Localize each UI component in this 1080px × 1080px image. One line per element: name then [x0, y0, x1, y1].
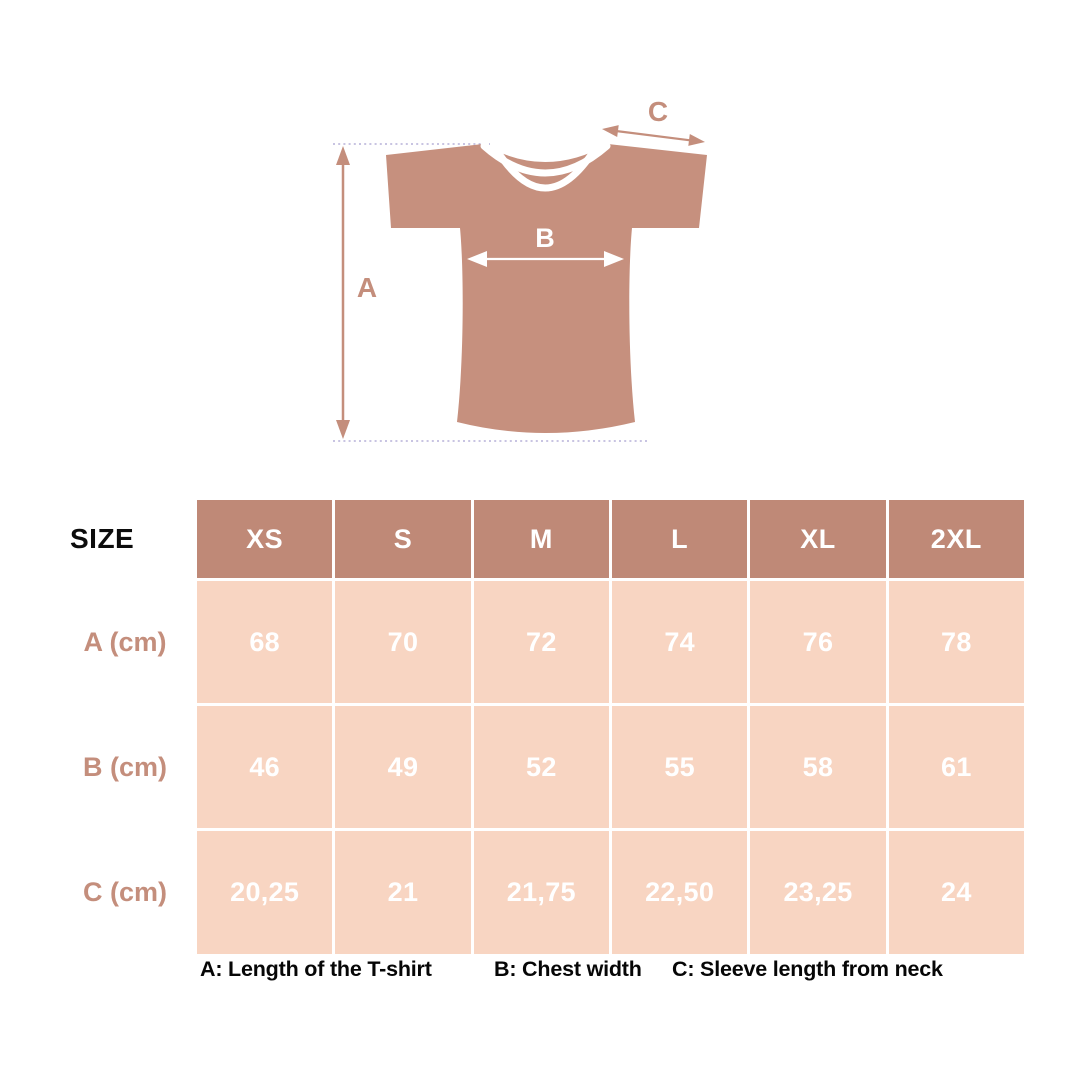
- size-cell: 72: [473, 581, 609, 703]
- chest-arrow-head-right: [604, 251, 624, 267]
- size-cell: 58: [750, 706, 886, 828]
- legend-chest: B: Chest width: [494, 957, 642, 981]
- size-cell: 70: [335, 581, 471, 703]
- size-cell: 74: [611, 581, 748, 703]
- size-column-header-xs: XS: [197, 500, 333, 578]
- tshirt-silhouette: [386, 144, 707, 433]
- dim-label-b: B: [535, 223, 555, 253]
- size-cell: 52: [473, 706, 609, 828]
- size-corner-label: SIZE: [70, 523, 135, 554]
- dim-label-c: C: [648, 96, 668, 127]
- size-column-header-xl: XL: [750, 500, 886, 578]
- size-cell: 20,25: [197, 831, 333, 954]
- size-table: XS S M L XL 2XL 68 70 72 74 76 78 46 49 …: [197, 500, 1024, 954]
- size-cell: 78: [888, 581, 1024, 703]
- row-label-a: A (cm): [83, 626, 167, 657]
- size-cell: 21: [335, 831, 471, 954]
- size-cell: 76: [750, 581, 886, 703]
- size-cell: 22,50: [611, 831, 748, 954]
- size-cell: 61: [888, 706, 1024, 828]
- size-column-header-m: M: [473, 500, 609, 578]
- row-labels-column: A (cm) B (cm) C (cm): [60, 581, 190, 957]
- row-label-c: C (cm): [82, 877, 167, 907]
- sleeve-arrow-line: [611, 129, 695, 142]
- legend-sleeve: C: Sleeve length from neck: [672, 957, 943, 981]
- size-column-header-l: L: [611, 500, 748, 578]
- chest-arrow-head-left: [467, 251, 487, 267]
- size-cell: 46: [197, 706, 333, 828]
- size-cell: 68: [197, 581, 333, 703]
- size-column-header-s: S: [335, 500, 471, 578]
- length-arrow-head-bottom: [336, 420, 350, 439]
- size-cell: 21,75: [473, 831, 609, 954]
- row-label-b: B (cm): [82, 751, 167, 782]
- size-cell: 55: [611, 706, 748, 828]
- size-column-header-2xl: 2XL: [888, 500, 1024, 578]
- legend-length: A: Length of the T-shirt: [200, 957, 432, 981]
- length-arrow-head-top: [336, 146, 350, 165]
- dim-label-a: A: [357, 272, 377, 303]
- collar-inner-arc: [492, 145, 599, 192]
- tshirt-measurement-diagram: A B C: [333, 96, 707, 442]
- sleeve-arrow-head-left: [602, 125, 619, 137]
- sleeve-arrow-head-right: [688, 134, 705, 146]
- size-cell: 49: [335, 706, 471, 828]
- size-cell: 23,25: [750, 831, 886, 954]
- size-cell: 24: [888, 831, 1024, 954]
